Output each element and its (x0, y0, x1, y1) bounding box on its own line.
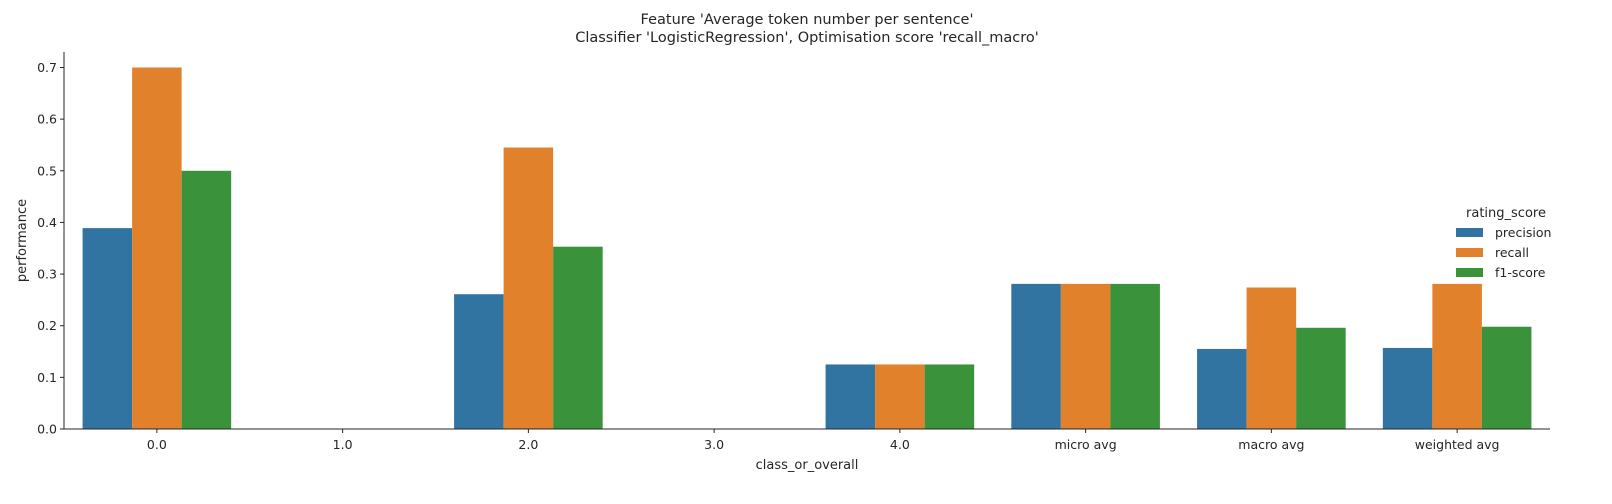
x-tick-label: 1.0 (333, 437, 353, 452)
x-tick-label: 0.0 (147, 437, 167, 452)
legend: rating_score precision recall f1-score (1456, 206, 1551, 280)
bar-f1-score-0.0 (181, 170, 232, 429)
legend-title: rating_score (1466, 206, 1546, 221)
x-tick-label: macro avg (1238, 437, 1304, 452)
y-tick-label: 0.1 (37, 370, 57, 385)
bar-f1-score-2.0 (553, 246, 603, 429)
legend-label-recall: recall (1495, 245, 1529, 260)
x-ticks: 0.0 1.0 2.0 3.0 4.0 micro avg macro avg weighte… (147, 429, 1500, 452)
y-tick-label: 0.2 (37, 318, 57, 333)
bar-precision-4.0 (825, 364, 876, 429)
legend-swatch-precision (1456, 228, 1483, 237)
x-tick-label: micro avg (1055, 437, 1117, 452)
bar-f1-score-4.0 (924, 364, 975, 429)
legend-label-f1-score: f1-score (1495, 265, 1546, 280)
y-tick-label: 0.4 (37, 215, 57, 230)
x-tick-label: 4.0 (890, 437, 910, 452)
bar-precision-micro-avg (1011, 283, 1061, 429)
y-tick-label: 0.6 (37, 112, 57, 127)
bars (82, 67, 1532, 430)
bar-recall-2.0 (503, 147, 554, 430)
bar-f1-score-micro-avg (1110, 283, 1160, 429)
bar-recall-4.0 (875, 364, 925, 429)
y-tick-label: 0.0 (37, 422, 57, 437)
bar-f1-score-macro-avg (1296, 327, 1346, 429)
bar-precision-weighted-avg (1382, 347, 1433, 429)
y-ticks: 0.0 0.1 0.2 0.3 0.4 0.5 0.6 0.7 (37, 60, 64, 437)
axes (63, 52, 1550, 430)
y-tick-label: 0.3 (37, 267, 57, 282)
chart-title-line-1: Feature 'Average token number per senten… (641, 12, 974, 28)
bar-recall-weighted-avg (1432, 283, 1482, 429)
chart-title-line-2: Classifier 'LogisticRegression', Optimis… (575, 30, 1039, 46)
bar-recall-micro-avg (1060, 283, 1111, 429)
bar-precision-2.0 (454, 294, 504, 429)
x-tick-label: weighted avg (1415, 437, 1500, 452)
chart-title: Feature 'Average token number per senten… (575, 12, 1039, 46)
y-tick-label: 0.7 (37, 60, 57, 75)
bar-f1-score-weighted-avg (1481, 326, 1532, 429)
bar-precision-macro-avg (1197, 348, 1247, 429)
bar-precision-0.0 (82, 228, 133, 429)
y-axis-label: performance (15, 199, 30, 282)
legend-swatch-recall (1456, 248, 1483, 257)
legend-swatch-f1-score (1456, 268, 1483, 277)
x-tick-label: 2.0 (518, 437, 538, 452)
y-tick-label: 0.5 (37, 163, 57, 178)
legend-label-precision: precision (1495, 225, 1551, 240)
bar-recall-0.0 (132, 67, 182, 430)
x-axis-label: class_or_overall (756, 458, 859, 473)
x-tick-label: 3.0 (704, 437, 724, 452)
bar-recall-macro-avg (1246, 287, 1297, 429)
